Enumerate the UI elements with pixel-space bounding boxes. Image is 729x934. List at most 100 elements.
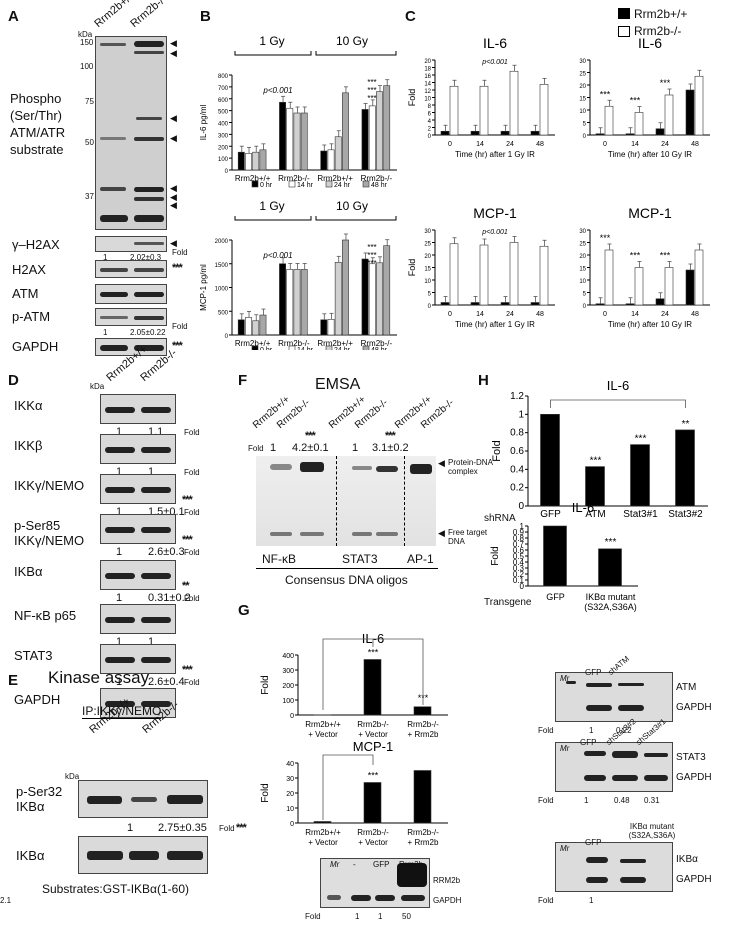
band [612, 751, 638, 758]
bar [685, 269, 695, 306]
legend-label: 0 hr [260, 182, 273, 189]
rrm2b-blot [320, 858, 430, 908]
y-tick-label: 0.6 [510, 446, 524, 457]
bar [604, 249, 614, 306]
bracket [315, 216, 397, 221]
p-value: p<0.001 [481, 59, 508, 66]
x-tick-label: 24 [661, 141, 669, 148]
fold-value: 4.2±0.1 [292, 442, 329, 454]
significance-marker: *** [182, 534, 193, 546]
legend-label: 0 hr [260, 347, 273, 350]
y-tick-label: 200 [218, 145, 229, 151]
bar [342, 239, 349, 336]
band [612, 775, 638, 781]
bar [479, 244, 489, 306]
significance-marker: *** [605, 537, 617, 548]
y-tick-label: 0 [225, 334, 229, 340]
bar [664, 267, 674, 306]
panel-c-letter: C [405, 8, 416, 25]
divider [404, 456, 405, 546]
bar [585, 466, 605, 507]
x-tick-label: 14 [631, 141, 639, 148]
legend-label: Rrm2b+/+ [634, 7, 688, 21]
p-value: p<0.001 [262, 86, 292, 95]
row-label: RRM2b [433, 876, 461, 885]
x-tick-label: + Rrm2b [408, 838, 439, 847]
panel-e-letter: E [8, 672, 19, 689]
y-tick-label: 0 [583, 134, 587, 140]
bar [675, 429, 695, 507]
band [618, 705, 644, 711]
bar [237, 319, 245, 336]
arrow-icon: ◀ [170, 48, 177, 58]
bar [449, 243, 459, 306]
emsa-title: EMSA [315, 376, 361, 393]
y-tick-label: 1.2 [510, 391, 524, 402]
y-tick-label: 8 [428, 104, 432, 110]
y-axis-label: Fold [260, 675, 271, 694]
significance-marker: *** [368, 771, 379, 781]
fold-label: Fold [538, 896, 554, 905]
legend-label: 24 hr [334, 182, 351, 189]
y-tick-label: 0 [583, 304, 587, 310]
row-blot [100, 394, 176, 424]
bar [598, 548, 622, 587]
x-tick-label: 48 [536, 311, 544, 318]
lane-label: GFP [585, 668, 602, 677]
lane-label: Mr [560, 844, 570, 853]
x-tick-label: 14 [631, 311, 639, 318]
band [566, 681, 576, 684]
fold-value: 3.1±0.2 [372, 442, 409, 454]
row-label: p-Ser85 IKKγ/NEMO [14, 518, 85, 548]
fold-value: 1 [355, 912, 360, 921]
y-tick-label: 0.5 [513, 552, 525, 561]
y-tick-label: 0.6 [513, 546, 525, 555]
bar [279, 263, 286, 336]
x-tick-label: 0 [603, 141, 607, 148]
y-tick-label: 0.2 [510, 483, 524, 494]
fold-label: Fold [305, 912, 321, 921]
y-tick-label: 12 [424, 89, 431, 95]
fold-value: 1 [352, 442, 359, 454]
y-tick-label: 100 [218, 157, 229, 163]
bar [293, 112, 301, 171]
bar [245, 153, 252, 171]
bar [259, 149, 267, 171]
y-tick-label: 30 [579, 229, 586, 235]
band [105, 447, 135, 453]
shrna-label: shRNA [484, 513, 516, 524]
row-label: IKKβ [14, 438, 43, 453]
x-tick-label: Rrm2b-/- [357, 720, 389, 729]
y-axis-label: Fold [491, 440, 503, 461]
band [105, 527, 135, 533]
y-tick-label: 1 [518, 409, 524, 420]
x-tick-label: (S32A,S36A) [584, 602, 637, 612]
band [141, 487, 171, 493]
y-tick-label: 25 [579, 242, 586, 248]
arrow-icon: ◀ [170, 183, 177, 193]
group-label: NF-κB [262, 552, 296, 566]
y-tick-label: 20 [579, 84, 586, 90]
chart-title: IL-6 [638, 35, 662, 51]
y-tick-label: 10 [579, 109, 586, 115]
x-tick-label: + Vector [358, 730, 388, 739]
bar [361, 109, 369, 171]
fold-value: 1 [148, 466, 155, 478]
lane-label: Rrm2b [399, 860, 424, 869]
h2ax-label: H2AX [12, 262, 46, 277]
bar [293, 269, 301, 336]
dose-label: 10 Gy [336, 34, 368, 48]
bar [383, 245, 391, 336]
bar [440, 130, 450, 136]
y-tick-label: 300 [282, 668, 294, 675]
y-tick-label: 15 [424, 267, 431, 273]
x-tick-label: Rrm2b-/- [357, 828, 389, 837]
divider [256, 568, 438, 569]
bar [245, 317, 252, 336]
x-tick-label: 0 [448, 311, 452, 318]
pikba-label: p-Ser32 IKBα [16, 784, 63, 814]
y-tick-label: 0.2 [513, 570, 525, 579]
y-tick-label: 1500 [215, 263, 229, 269]
